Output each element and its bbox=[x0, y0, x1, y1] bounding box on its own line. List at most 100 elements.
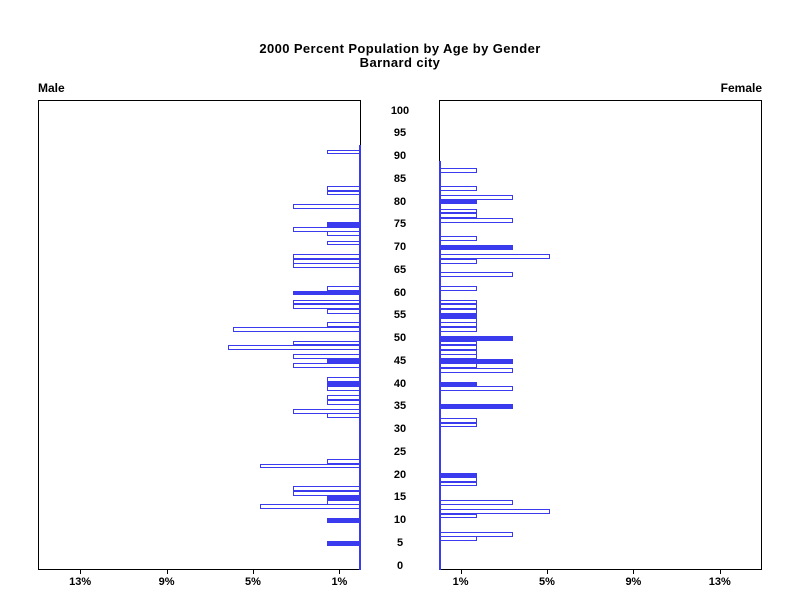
age-tick-label-65: 65 bbox=[393, 263, 407, 276]
age-tick-label-10: 10 bbox=[393, 514, 407, 526]
female-bar-age-47 bbox=[440, 349, 477, 355]
female-bar-age-43 bbox=[440, 367, 514, 373]
female-pyramid-plot bbox=[439, 100, 762, 570]
male-bar-age-36 bbox=[326, 399, 360, 405]
female-bar-age-46 bbox=[440, 354, 477, 360]
female-bar-age-14 bbox=[440, 499, 514, 505]
male-bar-age-67 bbox=[293, 258, 360, 264]
female-bar-age-19 bbox=[440, 477, 477, 482]
pct-tick-label-9: 9% bbox=[158, 576, 175, 588]
age-tick-label-70: 70 bbox=[393, 241, 407, 253]
male-bar-age-53 bbox=[326, 322, 360, 328]
male-bar-age-45 bbox=[326, 358, 360, 364]
male-bar-age-49 bbox=[293, 340, 360, 346]
female-bar-age-78 bbox=[440, 208, 477, 214]
female-bar-age-72 bbox=[440, 236, 477, 241]
age-tick-label-85: 85 bbox=[393, 172, 407, 185]
pct-tick-label-13: 13% bbox=[69, 576, 92, 588]
age-tick-label-55: 55 bbox=[393, 309, 407, 322]
male-bar-age-79 bbox=[293, 204, 360, 209]
female-bar-age-58 bbox=[440, 299, 477, 305]
male-bar-age-13 bbox=[259, 504, 360, 510]
female-bar-age-80 bbox=[440, 199, 477, 205]
female-bar-age-55 bbox=[440, 313, 477, 319]
pct-tick-mark bbox=[460, 570, 462, 574]
male-bar-age-14 bbox=[326, 499, 360, 505]
female-bar-age-67 bbox=[440, 258, 477, 264]
male-bar-age-39 bbox=[326, 386, 360, 391]
male-bar-age-41 bbox=[326, 377, 360, 382]
female-bar-age-52 bbox=[440, 327, 477, 332]
pct-tick-label-13: 13% bbox=[708, 576, 731, 588]
male-bar-age-58 bbox=[293, 299, 360, 305]
male-bar-age-44 bbox=[293, 363, 360, 369]
male-bar-age-57 bbox=[293, 304, 360, 310]
pct-tick-mark bbox=[547, 570, 548, 574]
female-bar-age-45 bbox=[440, 358, 514, 364]
female-bar-age-6 bbox=[440, 536, 477, 542]
female-bar-age-54 bbox=[440, 317, 477, 323]
female-bar-age-87 bbox=[440, 167, 477, 173]
female-bar-age-44 bbox=[440, 363, 477, 369]
male-bar-age-23 bbox=[326, 458, 360, 464]
female-bar-age-76 bbox=[440, 217, 514, 223]
pct-tick-label-5: 5% bbox=[245, 576, 261, 588]
male-bar-age-74 bbox=[293, 226, 360, 232]
age-tick-label-100: 100 bbox=[390, 104, 410, 117]
pct-tick-mark bbox=[719, 570, 721, 574]
age-tick-label-0: 0 bbox=[396, 559, 404, 572]
pct-tick-label-9: 9% bbox=[625, 576, 642, 588]
female-panel-label: Female bbox=[720, 81, 762, 95]
male-bar-age-71 bbox=[326, 240, 360, 246]
female-bar-age-50 bbox=[440, 336, 514, 341]
female-bar-age-40 bbox=[440, 381, 477, 387]
pct-tick-label-5: 5% bbox=[539, 576, 555, 588]
male-bar-age-37 bbox=[326, 395, 360, 401]
male-bar-age-33 bbox=[326, 413, 360, 419]
female-bar-age-56 bbox=[440, 308, 477, 314]
female-bar-age-31 bbox=[440, 422, 477, 428]
male-pyramid-plot bbox=[38, 100, 361, 570]
age-tick-label-30: 30 bbox=[393, 423, 407, 435]
male-bar-age-73 bbox=[326, 231, 360, 237]
male-bar-age-34 bbox=[293, 408, 360, 414]
male-panel-label: Male bbox=[38, 81, 65, 95]
pct-tick-label-1: 1% bbox=[331, 576, 348, 588]
female-bar-age-61 bbox=[440, 286, 477, 291]
male-bar-age-75 bbox=[326, 222, 360, 228]
age-tick-label-20: 20 bbox=[393, 468, 407, 481]
male-bar-age-5 bbox=[326, 540, 360, 546]
male-bar-age-17 bbox=[293, 486, 360, 492]
male-bar-age-48 bbox=[228, 345, 360, 350]
female-bar-age-12 bbox=[440, 509, 551, 514]
female-bar-age-53 bbox=[440, 322, 477, 328]
age-tick-label-15: 15 bbox=[393, 491, 407, 504]
male-bar-age-46 bbox=[293, 354, 360, 360]
chart-title-block: 2000 Percent Population by Age by Gender… bbox=[0, 42, 800, 70]
male-bar-age-60 bbox=[293, 290, 360, 296]
male-bar-age-52 bbox=[232, 327, 360, 332]
age-tick-label-25: 25 bbox=[393, 445, 407, 458]
age-tick-label-60: 60 bbox=[393, 286, 407, 299]
male-bar-age-68 bbox=[293, 254, 360, 259]
female-bar-age-39 bbox=[440, 386, 514, 391]
female-bar-age-7 bbox=[440, 531, 514, 537]
male-bar-age-56 bbox=[326, 308, 360, 314]
age-tick-label-40: 40 bbox=[393, 377, 407, 390]
male-bar-age-91 bbox=[326, 149, 360, 155]
age-tick-label-95: 95 bbox=[393, 127, 407, 140]
male-bar-age-16 bbox=[293, 490, 360, 496]
age-tick-label-35: 35 bbox=[393, 400, 407, 413]
female-bar-age-11 bbox=[440, 513, 477, 519]
page-title: 2000 Percent Population by Age by Gender bbox=[259, 41, 541, 56]
female-bar-age-77 bbox=[440, 213, 477, 219]
pct-tick-mark bbox=[166, 570, 168, 574]
female-bar-age-32 bbox=[440, 418, 477, 423]
female-bar-age-18 bbox=[440, 481, 477, 487]
pct-tick-mark bbox=[80, 570, 82, 574]
male-bar-age-61 bbox=[326, 286, 360, 291]
female-bar-age-49 bbox=[440, 340, 477, 346]
pct-tick-label-1: 1% bbox=[452, 576, 469, 588]
female-bar-age-81 bbox=[440, 195, 514, 200]
